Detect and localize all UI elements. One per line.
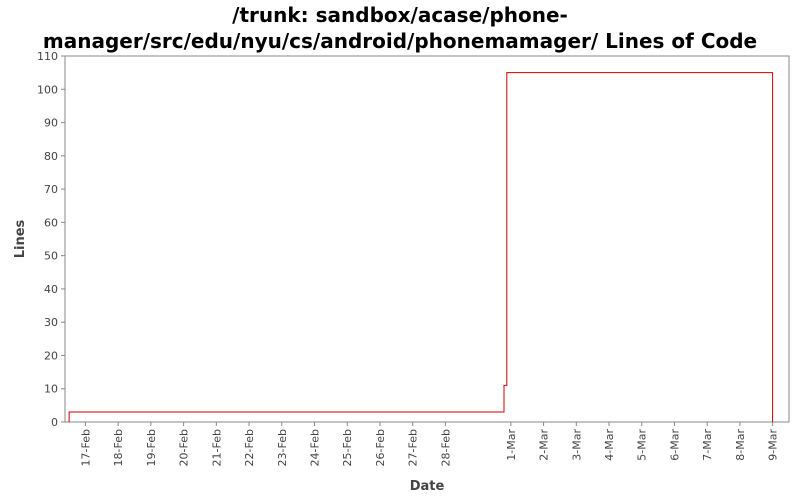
y-tick-label-110: 110 (37, 50, 58, 63)
y-tick-label-0: 0 (51, 416, 58, 429)
x-tick-label-25-Feb: 25-Feb (341, 429, 354, 466)
chart-title-line-1: /trunk: sandbox/acase/phone- (232, 3, 568, 27)
x-tick-label-6-Mar: 6-Mar (668, 429, 681, 461)
x-tick-label-2-Mar: 2-Mar (538, 429, 551, 461)
y-tick-label-50: 50 (44, 250, 58, 263)
y-tick-label-20: 20 (44, 349, 58, 362)
y-tick-label-30: 30 (44, 316, 58, 329)
y-tick-label-70: 70 (44, 183, 58, 196)
x-tick-label-17-Feb: 17-Feb (79, 429, 92, 466)
y-tick-label-90: 90 (44, 117, 58, 130)
x-tick-label-5-Mar: 5-Mar (636, 429, 649, 461)
x-tick-label-18-Feb: 18-Feb (112, 429, 125, 466)
x-tick-label-8-Mar: 8-Mar (734, 429, 747, 461)
x-tick-label-24-Feb: 24-Feb (309, 429, 322, 466)
x-tick-label-7-Mar: 7-Mar (701, 429, 714, 461)
x-tick-label-19-Feb: 19-Feb (145, 429, 158, 466)
series-layer (68, 72, 774, 422)
x-tick-label-20-Feb: 20-Feb (178, 429, 191, 466)
y-tick-label-60: 60 (44, 216, 58, 229)
x-tick-label-21-Feb: 21-Feb (210, 429, 223, 466)
y-tick-label-40: 40 (44, 283, 58, 296)
x-tick-label-4-Mar: 4-Mar (603, 429, 616, 461)
x-tick-label-9-Mar: 9-Mar (767, 429, 780, 461)
x-tick-label-3-Mar: 3-Mar (570, 429, 583, 461)
y-axis-title: Lines (13, 219, 28, 258)
x-tick-label-23-Feb: 23-Feb (276, 429, 289, 466)
series-line-0 (68, 72, 774, 422)
chart-title: /trunk: sandbox/acase/phone- manager/src… (0, 2, 800, 54)
x-axis: 17-Feb 18-Feb 19-Feb 20-Feb 21-Feb 22-Feb 23-F… (79, 422, 780, 466)
y-tick-label-80: 80 (44, 150, 58, 163)
x-tick-label-22-Feb: 22-Feb (243, 429, 256, 466)
y-tick-label-10: 10 (44, 383, 58, 396)
x-tick-label-28-Feb: 28-Feb (439, 429, 452, 466)
y-axis: 0 10 20 30 40 50 60 70 80 90 100 110 (37, 50, 65, 429)
x-tick-label-1-Mar: 1-Mar (505, 429, 518, 461)
y-tick-label-100: 100 (37, 83, 58, 96)
x-axis-title: Date (410, 479, 445, 494)
x-tick-label-26-Feb: 26-Feb (374, 429, 387, 466)
x-tick-label-27-Feb: 27-Feb (407, 429, 420, 466)
chart-title-line-2: manager/src/edu/nyu/cs/android/phonemama… (42, 29, 758, 53)
plot-area (64, 55, 790, 423)
